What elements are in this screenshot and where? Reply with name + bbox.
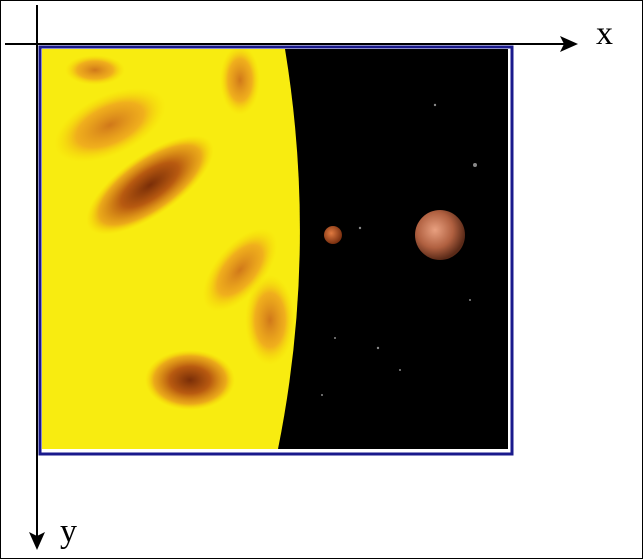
diagram: x y [0, 0, 643, 559]
sun-spot [65, 55, 125, 85]
sun-spot [220, 45, 260, 115]
sun-spot [245, 275, 295, 365]
space-image [42, 45, 508, 449]
y-label: y [60, 513, 77, 550]
planet [324, 226, 342, 244]
planet [415, 210, 465, 260]
x-label: x [596, 15, 613, 52]
sun-spot [145, 350, 235, 410]
